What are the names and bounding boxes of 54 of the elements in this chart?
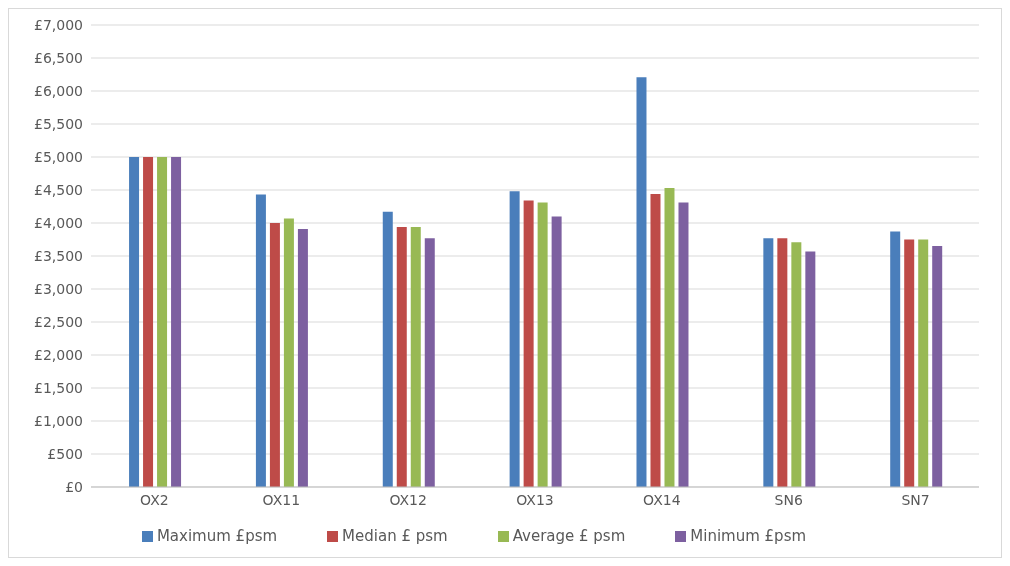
y-tick-label: £1,000 bbox=[34, 412, 83, 429]
x-tick-label: SN7 bbox=[901, 491, 930, 508]
y-tick-label: £7,000 bbox=[34, 16, 83, 33]
bar bbox=[791, 242, 802, 487]
y-tick-label: £500 bbox=[47, 445, 83, 462]
y-tick-label: £2,000 bbox=[34, 346, 83, 363]
y-tick-label: £5,000 bbox=[34, 148, 83, 165]
legend-label: Maximum £psm bbox=[156, 527, 278, 545]
x-tick-label: OX11 bbox=[262, 491, 301, 508]
bar bbox=[523, 200, 534, 487]
bar bbox=[143, 157, 154, 487]
y-tick-label: £3,000 bbox=[34, 280, 83, 297]
bar bbox=[157, 157, 168, 487]
bar bbox=[904, 239, 915, 487]
bar bbox=[678, 202, 689, 487]
bar bbox=[636, 77, 647, 487]
x-tick-label: OX12 bbox=[389, 491, 427, 508]
y-tick-label: £4,000 bbox=[34, 214, 83, 231]
bar bbox=[805, 251, 816, 487]
x-tick-label: OX2 bbox=[140, 491, 169, 508]
bar bbox=[650, 193, 661, 487]
y-tick-label: £2,500 bbox=[34, 313, 83, 330]
bar bbox=[297, 228, 308, 487]
bar bbox=[129, 157, 140, 487]
bar bbox=[396, 226, 407, 487]
legend-label: Minimum £psm bbox=[690, 527, 807, 545]
y-tick-label: £6,000 bbox=[34, 82, 83, 99]
bar bbox=[664, 188, 675, 487]
bar bbox=[382, 211, 393, 487]
y-tick-label: £0 bbox=[65, 478, 83, 495]
y-tick-label: £3,500 bbox=[34, 247, 83, 264]
bar bbox=[424, 238, 435, 487]
bar bbox=[551, 216, 562, 487]
bar bbox=[269, 223, 280, 487]
bar bbox=[283, 218, 294, 487]
x-tick-label: OX14 bbox=[643, 491, 681, 508]
bar bbox=[171, 157, 182, 487]
bar bbox=[777, 238, 788, 487]
bar bbox=[537, 202, 548, 487]
bar bbox=[255, 194, 266, 487]
y-tick-label: £5,500 bbox=[34, 115, 83, 132]
y-tick-label: £4,500 bbox=[34, 181, 83, 198]
bar bbox=[763, 238, 774, 487]
legend-label: Average £ psm bbox=[512, 527, 626, 545]
legend-label: Median £ psm bbox=[342, 527, 448, 545]
bar bbox=[918, 239, 929, 487]
bar bbox=[410, 226, 421, 487]
bar bbox=[509, 191, 520, 487]
y-tick-label: £6,500 bbox=[34, 49, 83, 66]
x-tick-label: OX13 bbox=[516, 491, 554, 508]
x-tick-label: SN6 bbox=[774, 491, 803, 508]
y-tick-label: £1,500 bbox=[34, 379, 83, 396]
bar bbox=[932, 246, 943, 487]
bar bbox=[890, 231, 901, 487]
